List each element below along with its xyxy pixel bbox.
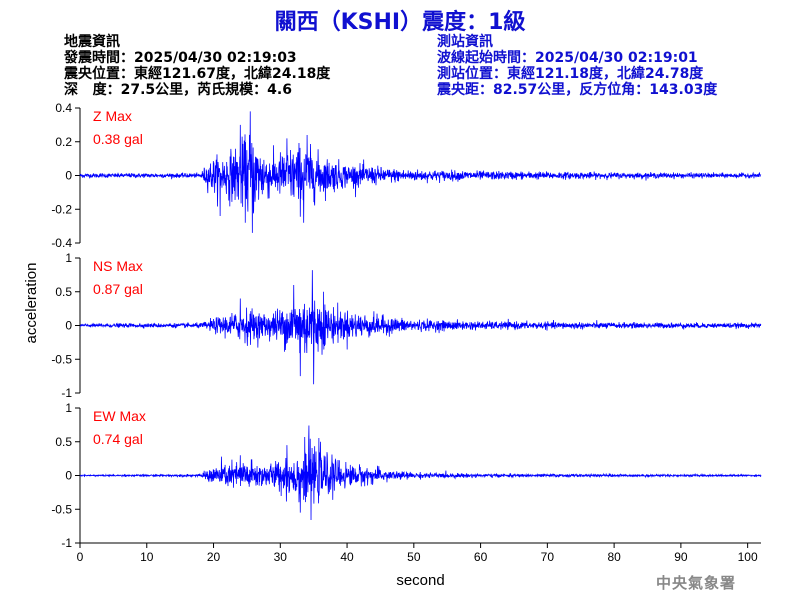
event-info-header: 地震資訊 (64, 34, 120, 50)
y-tick-label-z: 0.2 (55, 135, 72, 149)
event-info-panel: 地震資訊 發震時間：2025/04/30 02:19:03 震央位置：東經121… (64, 34, 330, 98)
max-value-z: 0.38 gal (93, 131, 143, 147)
max-value-ew: 0.74 gal (93, 431, 143, 447)
trace-z (79, 111, 762, 233)
max-title-ns: NS Max (93, 258, 143, 274)
y-tick-label-z: -0.4 (51, 236, 72, 250)
station-info-panel: 測站資訊 波線起始時間：2025/04/30 02:19:01 測站位置：東經1… (437, 34, 717, 98)
x-tick-label: 90 (674, 550, 688, 564)
x-tick-label: 10 (140, 550, 154, 564)
station-info-header: 測站資訊 (437, 34, 493, 50)
origin-time: 發震時間：2025/04/30 02:19:03 (64, 50, 297, 66)
y-tick-label-ew: 1 (65, 401, 72, 415)
x-tick-label: 50 (407, 550, 421, 564)
agency-credit: 中央氣象署 (656, 574, 737, 592)
trace-ew (79, 425, 762, 521)
x-axis-label: second (396, 572, 444, 589)
trace-ns (79, 270, 762, 385)
epicentral-distance: 震央距：82.57公里，反方位角：143.03度 (437, 82, 718, 98)
y-tick-label-z: -0.2 (51, 202, 72, 216)
station-location: 測站位置：東經121.18度，北緯24.78度 (437, 66, 704, 82)
x-tick-label: 60 (474, 550, 488, 564)
y-axis-label: acceleration (23, 263, 40, 344)
y-tick-label-ns: -0.5 (51, 352, 72, 366)
y-tick-label-ew: -1 (61, 536, 72, 550)
x-tick-label: 40 (340, 550, 354, 564)
y-tick-label-ew: -0.5 (51, 502, 72, 516)
y-tick-label-z: 0 (65, 169, 72, 183)
depth-magnitude: 深 度：27.5公里，芮氏規模：4.6 (64, 82, 292, 98)
max-value-ns: 0.87 gal (93, 281, 143, 297)
chart-title: 關西（KSHI）震度：1級 (274, 10, 526, 35)
y-tick-label-ew: 0 (65, 469, 72, 483)
x-tick-label: 80 (607, 550, 621, 564)
x-tick-label: 100 (738, 550, 758, 564)
max-title-ew: EW Max (93, 408, 146, 424)
x-tick-label: 70 (541, 550, 555, 564)
y-tick-label-ns: 1 (65, 251, 72, 265)
y-tick-label-ns: 0.5 (55, 285, 72, 299)
y-tick-label-z: 0.4 (55, 101, 72, 115)
y-tick-label-ew: 0.5 (55, 435, 72, 449)
wave-start-time: 波線起始時間：2025/04/30 02:19:01 (437, 50, 698, 66)
x-tick-label: 0 (77, 550, 84, 564)
max-title-z: Z Max (93, 108, 132, 124)
x-tick-label: 30 (274, 550, 288, 564)
x-tick-label: 20 (207, 550, 221, 564)
y-tick-label-ns: 0 (65, 319, 72, 333)
y-tick-label-ns: -1 (61, 386, 72, 400)
epicenter-location: 震央位置：東經121.67度，北緯24.18度 (64, 66, 331, 82)
